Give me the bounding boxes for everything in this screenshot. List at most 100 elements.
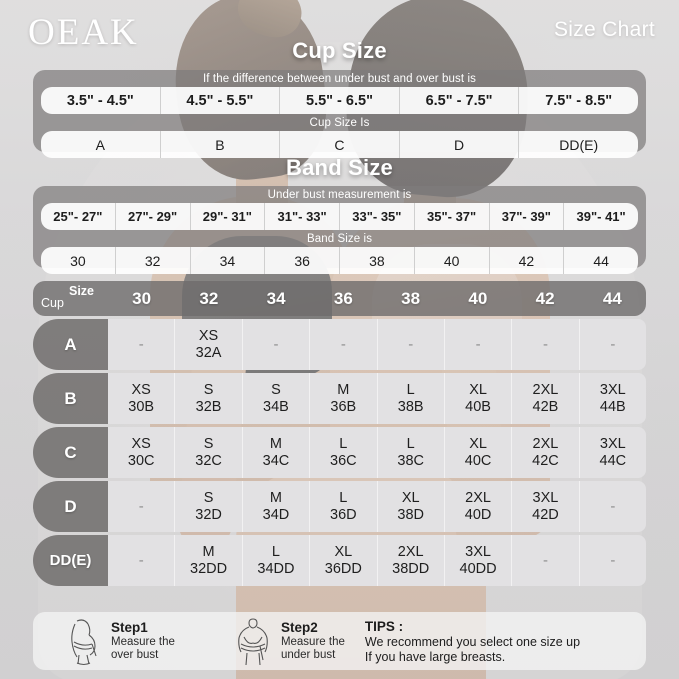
matrix-cell-A-34: - [242,319,311,370]
band-size-heading: Band Size [286,155,393,180]
matrix-corner-cell: Size Cup [33,281,108,316]
cell-size: 2XL [532,435,559,452]
cell-size: - [138,552,144,569]
cell-code: 44B [599,398,626,415]
matrix-cell-B-36: M 36B [310,373,378,424]
page-title: Size Chart [553,18,655,41]
matrix-row-label-A: A [33,319,108,370]
band-range-cell-7: 39"- 41" [576,209,626,224]
matrix-cell-A-30: - [108,319,176,370]
band-range-cell-0: 25"- 27" [41,203,116,230]
cell-code: 36C [330,452,357,469]
matrix-body: A - XS 32A - - - - - - B XS 30B S 32B S 34B M 36B L 38B XL 40B… [33,319,646,586]
cup-size-panel: If the difference between under bust and… [33,70,646,158]
step2-line2: under bust [280,649,336,661]
cell-code: 32A [195,344,222,361]
matrix-cell-A-38: - [377,319,445,370]
step2-line1: Measure the [280,636,345,648]
band-number-cell-2: 34 [191,247,266,274]
cell-size: - [610,552,616,569]
cell-size: L [406,435,415,452]
matrix-cell-B-40: XL 40B [444,373,513,424]
matrix-corner-cup-label: Cup [41,296,64,310]
cell-size: S [203,435,214,452]
cell-code: 38D [397,506,424,523]
step1-text: Step1 Measure the over bust [111,620,175,662]
band-number-cell-4: 38 [340,247,415,274]
matrix-cell-C-30: XS 30C [108,427,176,478]
matrix-col-header-44: 44 [602,288,622,308]
cell-code: 40C [464,452,492,469]
cell-size: XS [198,327,219,344]
brand-logo-text: OEAK [28,12,139,53]
matrix-cell-DD(E)-30: - [108,535,176,586]
cell-size: S [271,381,281,398]
matrix-cell-D-38: XL 38D [377,481,445,532]
cup-letter-cell-2: C [280,131,400,158]
matrix-col-header-40: 40 [468,288,488,308]
matrix-corner-size-label: Size [69,284,95,298]
matrix-row-DD(E): DD(E) - M 32DD L 34DD XL 36DD 2XL 38DD 3XL 40DD - - [33,535,646,586]
matrix-cell-D-30: - [108,481,176,532]
tips-title: TIPS : [364,618,404,634]
cell-code: 40B [465,398,491,415]
matrix-row-label-D: D [33,481,108,532]
size-matrix-table: Size Cup 30 32 34 36 38 40 42 44 A - XS 32A - - - - - - B… [33,281,646,586]
step2-title: Step2 [280,620,318,635]
cell-size: M [269,435,282,452]
matrix-cell-DD(E)-36: XL 36DD [310,535,378,586]
matrix-cell-D-44: - [579,481,646,532]
band-range-cell-6: 37"- 39" [490,203,565,230]
cup-range-cell-2: 5.5" - 6.5" [280,87,400,114]
cell-size: XS [131,435,151,452]
matrix-cell-DD(E)-38: 2XL 38DD [377,535,445,586]
cell-size: XL [401,489,420,506]
cell-code: 30B [128,398,155,415]
cell-code: 32B [195,398,222,415]
band-number-cell-7: 44 [593,252,609,269]
matrix-cell-D-32: S 32D [175,481,243,532]
band-number-cell-1: 32 [116,247,191,274]
matrix-cell-A-32: XS 32A [175,319,243,370]
cell-code: 42C [532,452,559,469]
cell-size: XL [469,381,487,398]
matrix-cell-B-32: S 32B [175,373,243,424]
cell-code: 38DD [392,560,430,577]
matrix-col-header-36: 36 [333,288,353,308]
matrix-col-header-42: 42 [535,288,555,308]
matrix-row-A: A - XS 32A - - - - - - [33,319,646,370]
band-size-panel: Under bust measurement is 25"- 27" 27"- 2… [33,186,646,274]
band-number-cell-0: 30 [41,247,116,274]
cell-size: XL [469,435,487,452]
cell-size: 2XL [397,543,424,560]
side-bust-measure-icon [59,615,107,667]
cell-size: 2XL [532,381,559,398]
matrix-cell-C-34: M 34C [242,427,311,478]
band-range-cell-5: 35"- 37" [415,203,490,230]
cell-size: XS [131,381,151,398]
cup-range-cell-3: 6.5" - 7.5" [400,87,520,114]
cell-size: 3XL [465,543,491,560]
matrix-cell-A-36: - [310,319,378,370]
matrix-cell-D-40: 2XL 40D [444,481,513,532]
cell-code: 42D [532,506,559,523]
band-range-cell-1: 27"- 29" [116,203,191,230]
matrix-cell-DD(E)-44: - [579,535,646,586]
matrix-col-header-32: 32 [199,288,219,308]
cell-size: - [542,552,548,569]
matrix-cell-C-32: S 32C [175,427,243,478]
cell-code: 34DD [257,560,295,577]
cell-size: - [610,336,616,353]
band-range-row: 25"- 27" 27"- 29" 29"- 31" 31"- 33" 33"- 35"… [41,203,638,230]
cup-range-cell-0: 3.5" - 4.5" [41,87,161,114]
matrix-row-C: C XS 30C S 32C M 34C L 36C L 38C XL 40C 2XL 42C 3XL 44C [33,427,646,478]
cell-size: M [202,543,215,560]
cell-code: 32C [195,452,222,469]
matrix-cell-C-42: 2XL 42C [512,427,580,478]
matrix-cell-C-36: L 36C [310,427,378,478]
step2-block: Step2 Measure the under bust [229,615,345,667]
matrix-cell-A-40: - [444,319,513,370]
step1-block: Step1 Measure the over bust [59,615,175,667]
matrix-col-header-38: 38 [401,288,421,308]
